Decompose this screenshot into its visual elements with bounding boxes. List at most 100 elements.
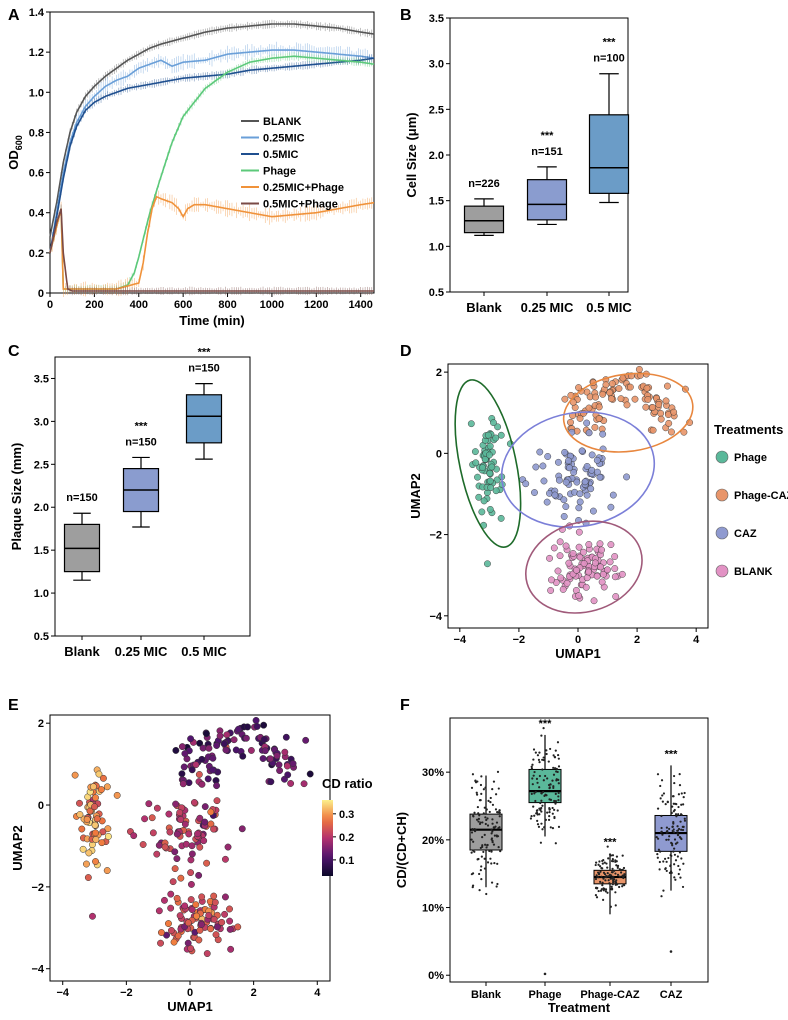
jitter-point-f <box>678 868 681 871</box>
point-cd-ratio <box>187 944 195 952</box>
jitter-point-f <box>669 864 672 868</box>
b-ytick-label: 1.0 <box>429 241 444 253</box>
point-cd-ratio <box>230 736 238 744</box>
point-cd-ratio <box>185 779 193 787</box>
point-phage-caz <box>606 389 614 397</box>
point-cd-ratio <box>91 803 99 811</box>
jitter-point-f <box>476 858 479 861</box>
d-xtick-label: 4 <box>693 634 700 646</box>
point-blank <box>585 541 593 548</box>
jitter-point-f <box>597 871 600 874</box>
jitter-point-f <box>549 826 552 829</box>
jitter-point-f <box>679 876 682 879</box>
jitter-point-f <box>676 841 679 844</box>
jitter-point-f <box>473 811 476 814</box>
point-cd-ratio <box>234 923 242 931</box>
jitter-point-f <box>673 781 676 785</box>
jitter-point-f <box>607 857 610 860</box>
jitter-point-f <box>485 808 488 811</box>
jitter-point-f <box>478 814 481 817</box>
jitter-point-f <box>676 855 679 858</box>
point-blank <box>563 579 571 587</box>
panel-label-a: A <box>8 7 20 24</box>
jitter-point-f <box>552 773 556 776</box>
jitter-point-f <box>535 809 538 812</box>
jitter-point-f <box>662 860 665 863</box>
point-blank <box>547 587 555 594</box>
point-cd-ratio <box>211 898 219 906</box>
jitter-point-f <box>598 860 601 863</box>
jitter-point-f <box>536 823 540 826</box>
legend-label-phage-caz: Phage-CAZ <box>734 490 788 502</box>
jitter-point-f <box>486 843 489 847</box>
point-caz <box>551 491 559 499</box>
jitter-point-f <box>557 765 561 768</box>
box-b-0 <box>463 205 505 234</box>
jitter-point-f <box>655 836 658 839</box>
jitter-point-f <box>542 727 545 730</box>
jitter-point-f <box>662 792 666 795</box>
point-cd-ratio <box>187 880 195 888</box>
c-ytick-label: 0.5 <box>34 631 49 643</box>
point-cd-ratio <box>209 754 217 762</box>
jitter-point-f <box>479 846 482 850</box>
point-cd-ratio <box>198 893 206 901</box>
jitter-point-f <box>603 861 606 864</box>
point-phage <box>474 473 481 481</box>
point-phage-caz <box>595 403 603 411</box>
jitter-point-f <box>680 813 683 816</box>
panel-label-b: B <box>400 7 412 24</box>
jitter-point-f <box>498 815 501 818</box>
jitter-point-f <box>495 821 499 824</box>
n-label-b-0: n=226 <box>468 178 500 190</box>
point-cd-ratio <box>221 855 229 863</box>
jitter-point-f <box>485 846 488 849</box>
jitter-point-f <box>549 798 553 802</box>
colorbar-title-e: CD ratio <box>322 776 373 791</box>
jitter-point-f <box>543 758 546 762</box>
jitter-point-f <box>557 757 560 760</box>
jitter-point-f <box>606 845 609 848</box>
jitter-point-f <box>477 817 481 820</box>
point-phage-caz <box>602 381 610 389</box>
jitter-point-f <box>549 747 552 751</box>
jitter-point-f <box>471 828 474 831</box>
point-cd-ratio <box>200 837 208 845</box>
jitter-point-f <box>611 854 615 857</box>
jitter-point-f <box>547 760 550 763</box>
jitter-point-f <box>481 844 484 847</box>
point-cd-ratio <box>141 815 149 823</box>
a-ytick-label: 1.0 <box>29 87 44 99</box>
jitter-point-f <box>608 882 611 885</box>
point-caz <box>560 496 568 504</box>
jitter-point-f <box>483 857 486 860</box>
point-cd-ratio <box>78 825 86 833</box>
e-xtick-label: 0 <box>187 987 193 999</box>
jitter-point-f <box>665 860 668 863</box>
jitter-point-f <box>667 838 670 841</box>
point-cd-ratio <box>223 731 231 739</box>
jitter-point-f <box>556 741 560 744</box>
point-caz <box>564 457 572 465</box>
panel-b-cell-size: 0.5 1.0 1.5 2.0 2.5 3.0 3.5 Cell Size (μm) n=226… <box>404 13 632 315</box>
jitter-point-f <box>492 843 496 846</box>
jitter-point-f <box>671 805 674 808</box>
jitter-point-f <box>545 752 548 756</box>
point-caz <box>565 464 573 472</box>
jitter-point-f <box>674 859 678 862</box>
jitter-point-f <box>682 803 685 806</box>
jitter-point-f <box>656 856 659 859</box>
jitter-point-f <box>497 827 500 830</box>
point-phage-caz <box>569 398 577 406</box>
point-blank <box>611 553 619 560</box>
jitter-point-f <box>680 857 683 860</box>
point-blank <box>559 585 567 593</box>
point-phage <box>497 514 505 522</box>
point-phage <box>471 448 479 456</box>
jitter-point-f <box>492 780 496 783</box>
point-phage-caz <box>663 382 671 390</box>
point-phage <box>467 420 475 428</box>
jitter-point-f <box>663 857 667 860</box>
point-phage-caz <box>649 403 657 411</box>
a-ytick-label: 0.6 <box>29 168 44 180</box>
